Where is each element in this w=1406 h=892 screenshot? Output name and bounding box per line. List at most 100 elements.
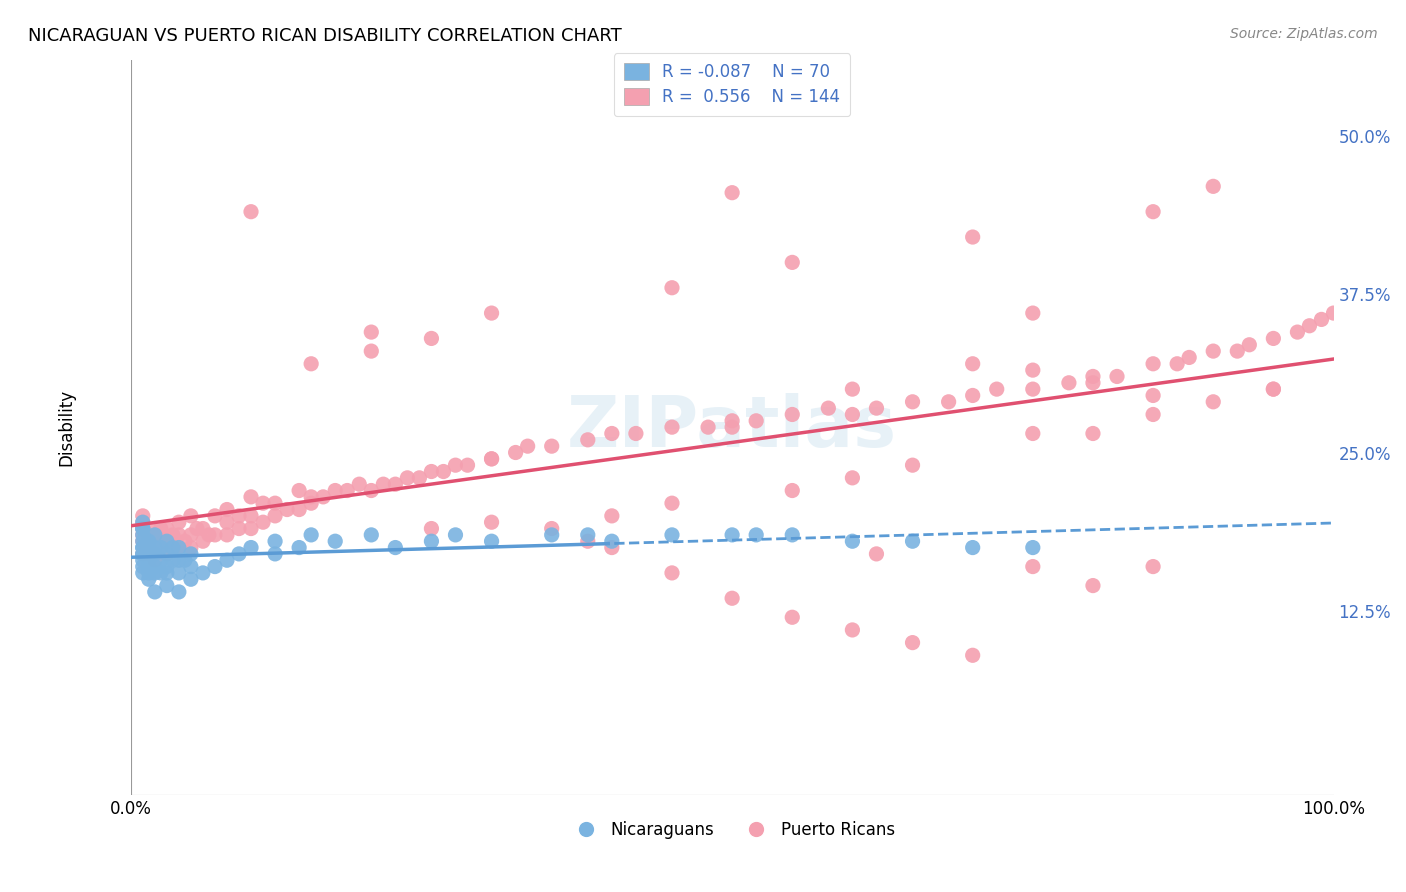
Point [986, 382, 1008, 396]
Point [204, 559, 226, 574]
Point [360, 528, 382, 542]
Point [323, 534, 346, 549]
Point [156, 534, 179, 549]
Point [162, 528, 184, 542]
Point [198, 528, 221, 542]
Point [215, 528, 238, 542]
Point [156, 578, 179, 592]
Point [1142, 559, 1164, 574]
Point [149, 553, 172, 567]
Point [264, 496, 287, 510]
Point [138, 541, 160, 555]
Point [180, 508, 202, 523]
Point [143, 528, 166, 542]
Point [360, 325, 382, 339]
Point [624, 426, 647, 441]
Point [138, 541, 160, 555]
Point [156, 547, 179, 561]
Point [132, 522, 155, 536]
Point [336, 483, 359, 498]
Point [138, 547, 160, 561]
Point [1298, 318, 1320, 333]
Point [1022, 426, 1045, 441]
Point [180, 572, 202, 586]
Point [516, 439, 538, 453]
Point [721, 591, 744, 606]
Point [1142, 357, 1164, 371]
Point [240, 522, 263, 536]
Point [167, 566, 190, 580]
Point [149, 541, 172, 555]
Point [600, 426, 623, 441]
Text: NICARAGUAN VS PUERTO RICAN DISABILITY CORRELATION CHART: NICARAGUAN VS PUERTO RICAN DISABILITY CO… [28, 27, 621, 45]
Point [143, 585, 166, 599]
Point [576, 433, 599, 447]
Point [132, 547, 155, 561]
Point [384, 477, 406, 491]
Point [132, 534, 155, 549]
Point [149, 541, 172, 555]
Point [1178, 351, 1201, 365]
Point [288, 541, 311, 555]
Point [745, 414, 768, 428]
Legend: Nicaraguans, Puerto Ricans: Nicaraguans, Puerto Ricans [562, 814, 901, 846]
Point [132, 534, 155, 549]
Point [1263, 382, 1285, 396]
Point [264, 508, 287, 523]
Point [215, 515, 238, 529]
Point [841, 382, 863, 396]
Point [432, 465, 454, 479]
Point [167, 528, 190, 542]
Point [865, 401, 887, 416]
Point [143, 541, 166, 555]
Point [481, 534, 503, 549]
Point [1166, 357, 1188, 371]
Point [288, 502, 311, 516]
Point [420, 331, 443, 345]
Point [481, 515, 503, 529]
Point [240, 508, 263, 523]
Point [215, 502, 238, 516]
Point [132, 559, 155, 574]
Point [1310, 312, 1333, 326]
Point [167, 585, 190, 599]
Point [901, 534, 924, 549]
Point [745, 528, 768, 542]
Point [901, 635, 924, 649]
Point [1202, 179, 1225, 194]
Point [661, 528, 683, 542]
Point [817, 401, 839, 416]
Point [780, 408, 803, 422]
Point [444, 458, 467, 472]
Point [962, 541, 984, 555]
Point [228, 522, 250, 536]
Point [138, 547, 160, 561]
Point [1105, 369, 1128, 384]
Y-axis label: Disability: Disability [58, 389, 75, 466]
Point [408, 471, 430, 485]
Point [138, 559, 160, 574]
Point [252, 515, 274, 529]
Point [901, 458, 924, 472]
Point [721, 420, 744, 434]
Point [132, 508, 155, 523]
Point [962, 388, 984, 402]
Point [1022, 541, 1045, 555]
Point [1057, 376, 1080, 390]
Point [865, 547, 887, 561]
Point [149, 534, 172, 549]
Point [962, 230, 984, 244]
Point [1022, 382, 1045, 396]
Point [143, 547, 166, 561]
Point [481, 451, 503, 466]
Point [132, 528, 155, 542]
Point [444, 528, 467, 542]
Point [661, 496, 683, 510]
Point [323, 483, 346, 498]
Point [1022, 559, 1045, 574]
Point [780, 528, 803, 542]
Point [132, 547, 155, 561]
Point [132, 515, 155, 529]
Point [661, 420, 683, 434]
Point [228, 547, 250, 561]
